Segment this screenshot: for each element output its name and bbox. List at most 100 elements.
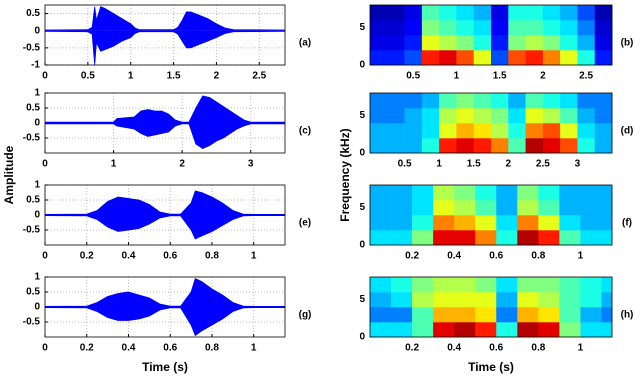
heatmap-cell <box>560 138 578 154</box>
x-tick-label: 1 <box>454 71 460 82</box>
y-tick-label: 1 <box>34 272 40 283</box>
panel-label: (f) <box>622 218 632 229</box>
y-tick-label: 0 <box>34 25 40 36</box>
heatmap-cell <box>559 230 581 246</box>
heatmap-cell <box>517 277 539 293</box>
heatmap-cell <box>475 200 497 216</box>
heatmap-cell <box>370 277 392 293</box>
heatmap-cell <box>421 35 440 51</box>
heatmap-cell <box>601 307 613 323</box>
heatmap-cell <box>370 108 388 124</box>
plot-frame <box>44 184 286 246</box>
heatmap-cell <box>454 307 476 323</box>
heatmap-cell <box>412 215 434 231</box>
heatmap-cell <box>560 5 578 21</box>
heatmap-cell <box>601 230 613 246</box>
waveform-envelope <box>45 95 285 123</box>
heatmap-cell <box>404 108 423 124</box>
heatmap-cell <box>412 200 434 216</box>
heatmap-cell <box>525 5 544 21</box>
heatmap-cell <box>601 292 613 308</box>
heatmap-cell <box>580 200 602 216</box>
heatmap-cell <box>525 50 544 66</box>
heatmap-cell <box>454 230 476 246</box>
plot-frame <box>44 92 286 154</box>
heatmap-cell <box>439 35 457 51</box>
y-tick-label: 5 <box>359 22 365 33</box>
x-tick-label: 1.5 <box>467 159 481 170</box>
x-tick-label: 0.2 <box>80 343 94 354</box>
heatmap-cell <box>433 307 455 323</box>
heatmap-cell <box>491 138 509 154</box>
heatmap-cell <box>421 93 440 109</box>
heatmap-cell <box>475 277 497 293</box>
heatmap-cell <box>542 138 561 154</box>
x-tick-label: 0.4 <box>122 251 136 262</box>
heatmap-cell <box>387 123 405 139</box>
y-tick-label: -1 <box>31 60 40 71</box>
y-tick-label: 5 <box>359 110 365 121</box>
plot-frame <box>369 184 613 246</box>
heatmap-cell <box>433 230 455 246</box>
x-tick-label: 0.4 <box>122 343 136 354</box>
heatmap-cell <box>559 277 581 293</box>
heatmap-cell <box>538 277 560 293</box>
heatmap-cell <box>456 93 475 109</box>
heatmap-cell <box>404 20 423 36</box>
x-tick-label: 0.4 <box>447 251 461 262</box>
x-tick-label: 1 <box>578 343 584 354</box>
heatmap-cell <box>387 108 405 124</box>
x-tick-label: 0.4 <box>447 343 461 354</box>
heatmap-cell <box>439 5 457 21</box>
heatmap-cell <box>508 138 526 154</box>
heatmap-cell <box>421 20 440 36</box>
heatmap-cell <box>454 277 476 293</box>
waveform-envelope <box>44 307 285 337</box>
heatmap-cell <box>517 215 539 231</box>
heatmap-cell <box>412 230 434 246</box>
heatmap-cell <box>508 108 526 124</box>
heatmap-cell <box>391 230 413 246</box>
heatmap-cell <box>387 20 405 36</box>
x-tick-label: 2 <box>214 71 220 82</box>
x-tick-label: 1 <box>578 251 584 262</box>
heatmap-cell <box>491 5 509 21</box>
x-tick-label: 1 <box>251 343 257 354</box>
heatmap-cell <box>508 5 526 21</box>
x-tick-label: 1 <box>436 159 442 170</box>
heatmap-cell <box>404 93 423 109</box>
heatmap-cell <box>508 20 526 36</box>
heatmap-cell <box>542 93 561 109</box>
waveform-envelope <box>44 190 285 215</box>
x-tick-label: 1.5 <box>493 71 507 82</box>
heatmap-cell <box>454 215 476 231</box>
heatmap-cell <box>456 123 475 139</box>
heatmap-cell <box>391 185 413 201</box>
x-tick-label: 2.5 <box>536 159 550 170</box>
heatmap-cell <box>391 200 413 216</box>
heatmap-cell <box>433 215 455 231</box>
heatmap-cell <box>525 123 544 139</box>
x-tick-label: 2.5 <box>579 71 593 82</box>
x-tick-label: 3 <box>575 159 581 170</box>
heatmap-cell <box>601 185 613 201</box>
heatmap-cell <box>577 138 596 154</box>
heatmap-cell <box>370 322 392 338</box>
panel-label: (b) <box>621 38 634 49</box>
heatmap-cell <box>580 277 602 293</box>
heatmap-cell <box>517 185 539 201</box>
heatmap-cell <box>594 93 613 109</box>
heatmap-cell <box>412 292 434 308</box>
heatmap-cell <box>439 50 457 66</box>
heatmap-cell <box>580 185 602 201</box>
x-tick-label: 0.6 <box>163 343 177 354</box>
heatmap-cell <box>580 322 602 338</box>
y-axis-title: Frequency (kHz) <box>338 128 352 221</box>
heatmap-cell <box>456 50 475 66</box>
heatmap-cell <box>559 307 581 323</box>
heatmap-cell <box>577 108 596 124</box>
x-tick-label: 0.2 <box>405 343 419 354</box>
x-tick-label: 0.5 <box>81 71 95 82</box>
y-axis-title: Amplitude <box>2 145 16 204</box>
heatmap-cell <box>454 322 476 338</box>
